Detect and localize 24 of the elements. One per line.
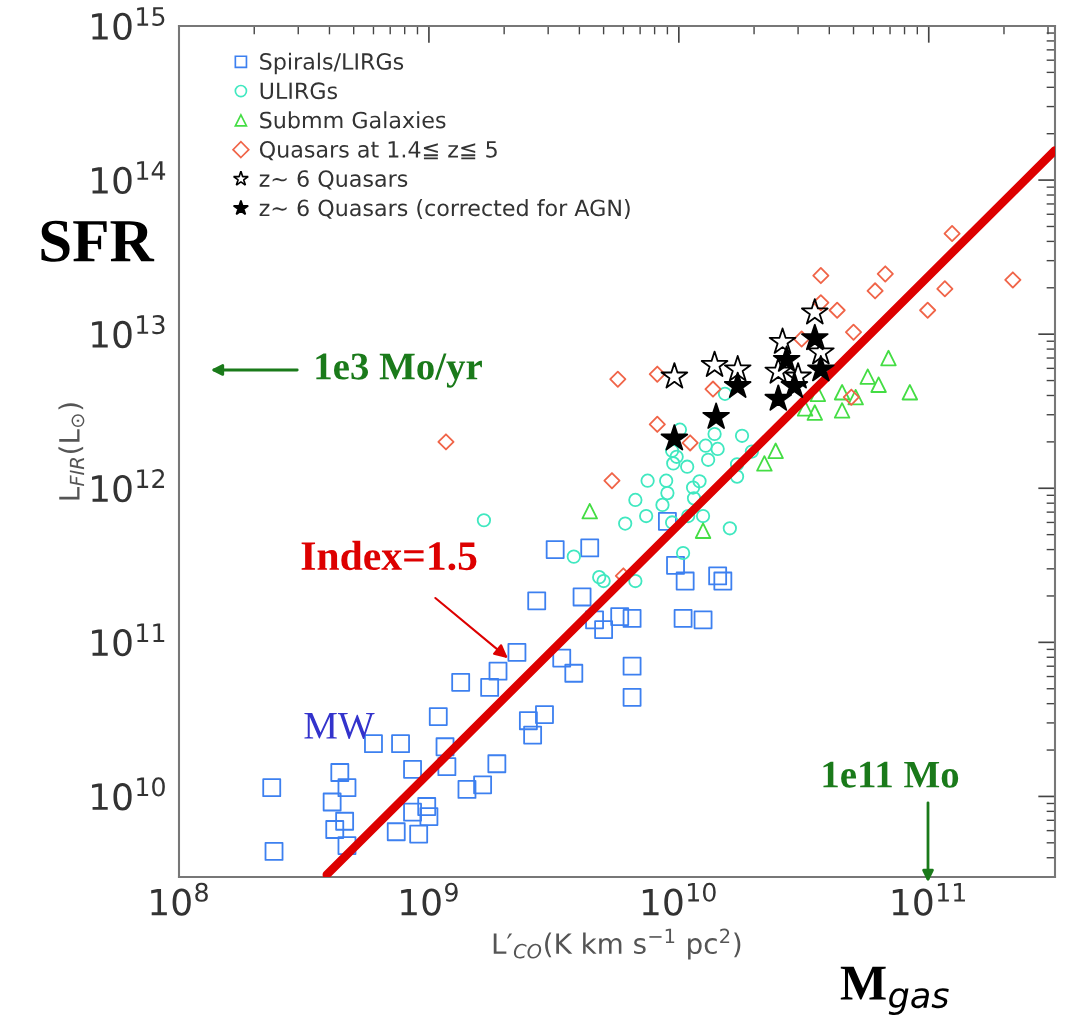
y-tick-label: 10$^{13}$ [92, 315, 165, 349]
text: M$_{gas}$ [840, 966, 949, 1016]
legend-label: z~ 6 Quasars [259, 170, 408, 190]
y-tick-label: 10$^{10}$ [92, 777, 165, 811]
y-tick-label: 10$^{14}$ [92, 161, 166, 195]
legend-label: Quasars at 1.4≦ z≦ 5 [259, 140, 497, 161]
y-axis-title: L$_{FIR}$(L$_{⊙}$) [58, 403, 85, 500]
legend-label: ULIRGs [260, 82, 338, 100]
x-tick-label: 10$^{8}$ [151, 882, 208, 916]
legend-label: z~ 6 Quasars (corrected for AGN) [259, 199, 630, 219]
annotation: 1e3 Mo/yr [316, 353, 482, 388]
annotation: MW [304, 713, 375, 740]
y-tick-label: 10$^{15}$ [92, 7, 165, 40]
x-axis-title: L′$_{CO}$(K km s$^{−1}$ pc$^{2}$) [493, 928, 741, 960]
x-tick-label: 10$^{10}$ [642, 882, 716, 916]
annotation: Index=1.5 [301, 540, 477, 571]
annotation: 1e11 Mo [823, 761, 959, 788]
y-tick-label: 10$^{12}$ [92, 469, 165, 503]
text: SFR [41, 220, 155, 262]
x-tick-label: 10$^{11}$ [892, 883, 965, 916]
legend-label: Submm Galaxies [260, 111, 446, 129]
legend-label: Spirals/LIRGs [260, 52, 404, 75]
y-tick-label: 10$^{11}$ [92, 623, 165, 657]
x-tick-label: 10$^{9}$ [401, 882, 458, 916]
